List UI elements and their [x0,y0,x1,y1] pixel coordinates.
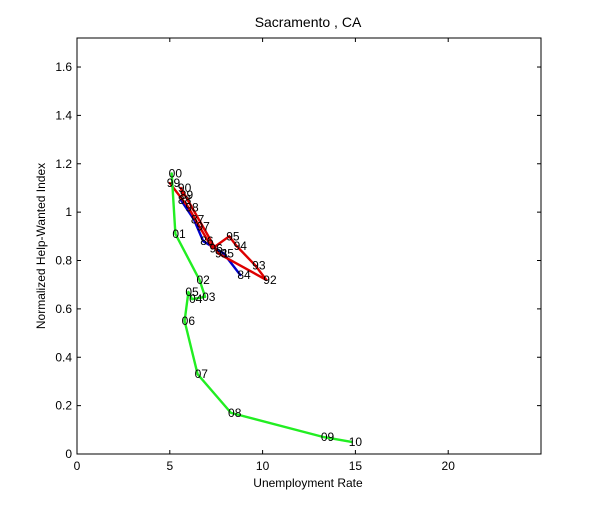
x-tick-label: 15 [349,459,363,473]
year-label-02: 02 [196,273,210,287]
x-tick-label: 20 [442,459,456,473]
y-tick-label: 1.6 [55,60,72,74]
year-label-04: 04 [189,292,203,306]
year-label-84: 84 [237,268,251,282]
y-tick-label: 0.2 [55,399,72,413]
year-label-91: 91 [215,246,229,260]
year-label-01: 01 [172,227,186,241]
year-label-00: 00 [169,166,183,180]
year-label-94: 94 [234,239,248,253]
year-label-09: 09 [321,430,335,444]
y-tick-label: 0.4 [55,350,72,364]
year-label-98: 98 [185,200,199,214]
year-label-06: 06 [182,314,196,328]
year-label-08: 08 [228,406,242,420]
x-tick-label: 0 [74,459,81,473]
point-labels: 8485868788899091929394959697989900010203… [167,166,363,448]
year-label-89: 89 [180,188,194,202]
year-label-93: 93 [252,258,266,272]
year-label-97: 97 [196,220,210,234]
series-lines [168,172,353,444]
year-label-88: 88 [178,193,192,207]
chart-title: Sacramento , CA [255,14,362,30]
y-tick-label: 1.4 [55,108,72,122]
x-axis-label: Unemployment Rate [253,476,363,490]
x-tick-label: 5 [166,459,173,473]
plot-area [76,37,542,455]
year-label-07: 07 [195,367,209,381]
y-tick-label: 1 [65,205,72,219]
y-tick-label: 0 [65,447,72,461]
year-label-86: 86 [200,234,214,248]
x-tick-label: 10 [256,459,270,473]
series-line-3 [170,172,353,444]
year-label-03: 03 [202,290,216,304]
year-label-85: 85 [221,246,235,260]
year-label-10: 10 [349,435,363,449]
year-label-96: 96 [209,241,223,255]
y-axis-label: Normalized Help-Wanted Index [34,163,48,329]
year-label-92: 92 [263,273,277,287]
y-tick-label: 0.8 [55,254,72,268]
year-label-95: 95 [226,229,240,243]
y-tick-label: 1.2 [55,157,72,171]
year-label-99: 99 [167,176,181,190]
year-label-90: 90 [178,181,192,195]
series-line-2 [168,181,268,282]
year-label-87: 87 [191,212,205,226]
year-label-05: 05 [185,285,199,299]
y-tick-label: 0.6 [55,302,72,316]
